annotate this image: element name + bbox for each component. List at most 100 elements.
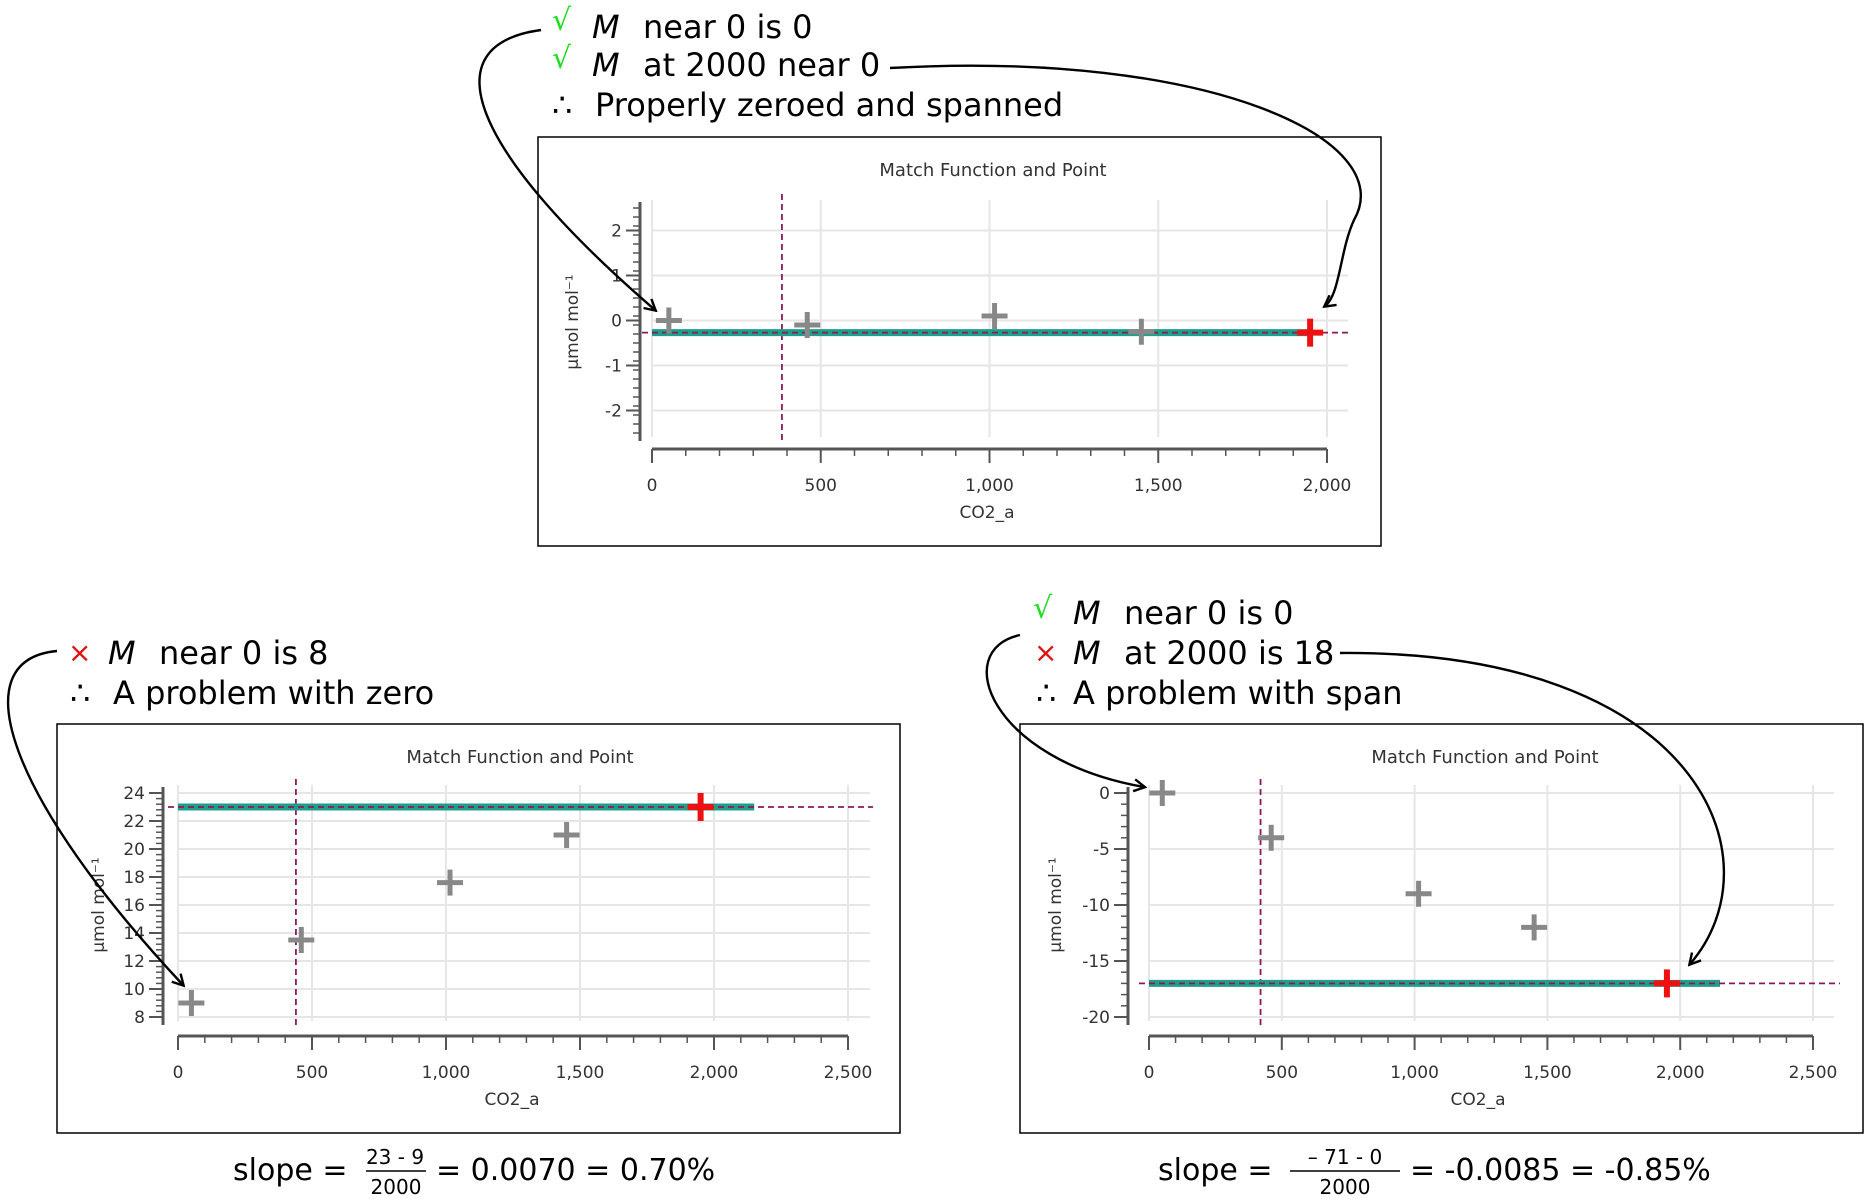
check-mark: √ [1033,591,1053,626]
data-point [288,927,315,953]
arrow-top-zero [478,28,655,310]
data-point [1258,824,1285,851]
y-tick-label: 0 [611,312,622,332]
y-tick-label: -1 [605,357,622,377]
annotation-right: √ M near 0 is 0 × M at 2000 is 18 ∴ A pr… [1033,591,1403,712]
y-tick-label: 14 [123,924,145,944]
data-point [178,990,205,1016]
annotation-italic-m: M [1073,634,1101,672]
x-tick-label: 1,500 [556,1063,605,1083]
arrow-left-zero [6,649,183,985]
arrow-right-zero [985,633,1144,787]
annotation-italic-m: M [592,46,620,84]
y-tick-label: -20 [1082,1008,1110,1028]
chart-left: Match Function and Point CO2_a µmol mol⁻… [56,723,901,1134]
data-point [1128,318,1155,345]
formula-numerator: 23 - 9 [366,1145,424,1169]
data-point [553,822,580,848]
formula-denominator: 2000 [371,1175,422,1199]
y-tick-label: 20 [123,840,145,860]
formula-numerator: – 71 - 0 [1308,1145,1382,1169]
x-tick-label: 2,000 [1303,476,1352,496]
y-tick-label: 12 [123,952,145,972]
x-tick-label: 1,000 [965,476,1014,496]
x-axis-label: CO2_a [1451,1090,1506,1110]
y-tick-label: 16 [123,896,145,916]
chart-frame [56,723,901,1134]
therefore-symbol: ∴ [1036,674,1056,712]
formula-lhs: slope = [233,1153,348,1188]
y-axis-label: µmol mol⁻¹ [89,857,109,952]
y-axis-label: µmol mol⁻¹ [563,274,583,369]
y-tick-label: 24 [123,784,145,804]
data-point [437,869,464,896]
y-tick-label: 8 [134,1008,145,1028]
data-point [794,312,821,338]
y-tick-label: -10 [1082,896,1110,916]
data-point [1405,880,1432,907]
x-tick-label: 2,500 [1789,1063,1838,1083]
cross-mark: × [68,636,91,669]
x-tick-label: 2,500 [824,1063,873,1083]
annotation-line: near 0 is 0 [1124,594,1294,632]
x-tick-label: 500 [296,1063,328,1083]
x-tick-label: 0 [647,476,658,496]
formula-denominator: 2000 [1320,1175,1371,1199]
y-tick-label: 2 [611,222,622,242]
y-tick-label: -15 [1082,952,1110,972]
annotation-left: × M near 0 is 8 ∴ A problem with zero [68,634,434,712]
x-tick-label: 500 [1266,1063,1298,1083]
x-axis-label: CO2_a [960,503,1015,523]
x-tick-label: 1,500 [1523,1063,1572,1083]
cross-mark: × [1034,636,1057,669]
x-axis-label: CO2_a [485,1090,540,1110]
check-mark: √ [552,41,572,76]
therefore-symbol: ∴ [70,674,90,712]
therefore-symbol: ∴ [552,86,572,124]
x-tick-label: 2,000 [1656,1063,1705,1083]
y-tick-label: 22 [123,812,145,832]
x-tick-label: 500 [805,476,837,496]
formula-rhs: = -0.0085 = -0.85% [1410,1153,1711,1188]
annotation-italic-m: M [1073,594,1101,632]
x-tick-label: 1,000 [422,1063,471,1083]
annotation-conclusion: A problem with zero [113,674,434,712]
chart-right: Match Function and Point CO2_a µmol mol⁻… [1019,723,1864,1134]
match-point [1653,969,1680,998]
y-axis-label: µmol mol⁻¹ [1046,857,1066,952]
y-tick-label: -5 [1093,840,1110,860]
y-tick-label: 18 [123,868,145,888]
arrow-right-span [1339,651,1726,964]
check-mark: √ [552,3,572,38]
annotation-line: near 0 is 8 [159,634,329,672]
match-point [687,793,714,821]
data-point [655,307,682,334]
formula-lhs: slope = [1158,1153,1273,1188]
annotation-arrows [6,28,1726,985]
x-tick-label: 0 [1144,1063,1155,1083]
annotation-line: at 2000 is 18 [1124,634,1334,672]
annotation-conclusion: A problem with span [1073,674,1403,712]
annotation-line: near 0 is 0 [643,8,813,46]
annotation-conclusion: Properly zeroed and spanned [595,86,1063,124]
data-point [1149,780,1176,806]
chart-title: Match Function and Point [1371,747,1598,768]
chart-title: Match Function and Point [879,160,1106,181]
chart-top: Match Function and Point CO2_a µmol mol⁻… [537,136,1382,547]
x-tick-label: 0 [173,1063,184,1083]
x-tick-label: 1,000 [1390,1063,1439,1083]
data-point [1521,914,1548,941]
match-point [1297,318,1324,347]
y-tick-label: 0 [1099,784,1110,804]
y-tick-label: 10 [123,980,145,1000]
annotation-italic-m: M [592,8,620,46]
chart-frame [537,136,1382,547]
annotation-top: √ M near 0 is 0 √ M at 2000 near 0 ∴ Pro… [552,3,1063,124]
slope-formula-left: slope = 23 - 9 2000 = 0.0070 = 0.70% [233,1145,715,1199]
x-tick-label: 1,500 [1134,476,1183,496]
formula-rhs: = 0.0070 = 0.70% [436,1153,715,1188]
data-point [981,303,1008,329]
arrow-top-span [889,64,1362,306]
y-tick-label: -2 [605,402,622,422]
